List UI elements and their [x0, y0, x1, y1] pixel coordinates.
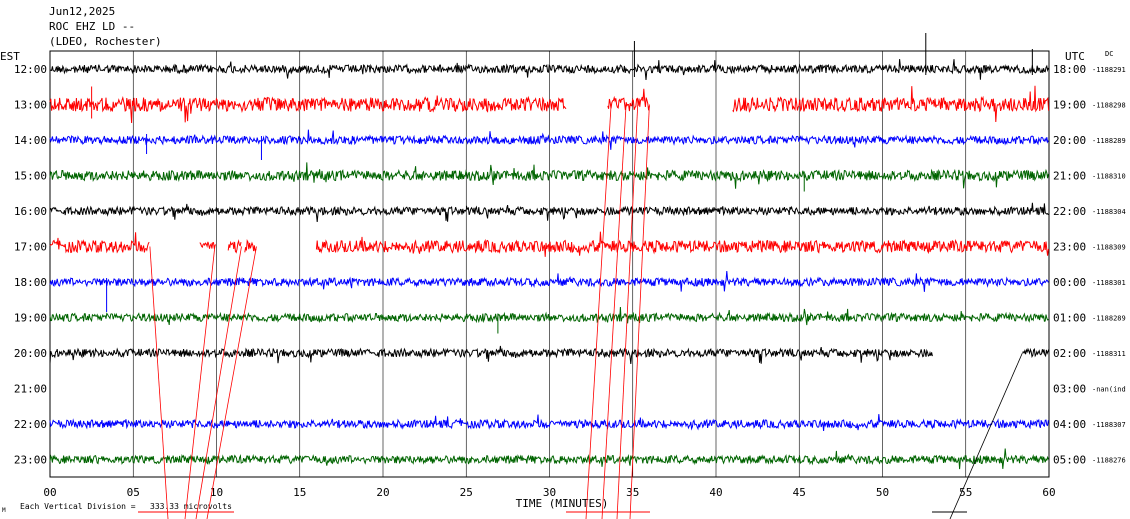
est-hour-label: 21:00 — [14, 383, 47, 396]
footer-marker: M — [2, 507, 6, 514]
x-tick-label: 55 — [959, 486, 972, 499]
est-hour-label: 23:00 — [14, 454, 47, 467]
x-tick-label: 10 — [210, 486, 223, 499]
gap-connector-line — [629, 104, 650, 519]
est-label: EST — [0, 50, 20, 63]
est-hour-label: 13:00 — [14, 99, 47, 112]
dc-offset-label: -1188298 — [1092, 102, 1126, 110]
trace-segment — [49, 270, 1049, 292]
trace-segment — [315, 231, 1049, 257]
x-tick-label: 05 — [127, 486, 140, 499]
trace-segment — [49, 306, 1049, 326]
gap-connector-line — [195, 246, 242, 519]
est-hour-label: 22:00 — [14, 418, 47, 431]
x-tick-label: 35 — [626, 486, 639, 499]
utc-hour-label: 23:00 — [1053, 241, 1086, 254]
gap-connector-line — [949, 352, 1023, 519]
trace-segment — [1022, 347, 1050, 359]
trace-segment — [49, 95, 567, 124]
trace-segment — [49, 129, 1049, 150]
trace-segment — [49, 448, 1049, 470]
trace-segment — [49, 202, 1049, 223]
trace-segment — [49, 232, 150, 254]
x-tick-label: 30 — [543, 486, 556, 499]
trace-segment — [607, 88, 650, 112]
dc-offset-label: -1188307 — [1092, 421, 1126, 429]
est-hour-label: 16:00 — [14, 205, 47, 218]
trace-segment — [732, 85, 1050, 123]
x-tick-label: 20 — [376, 486, 389, 499]
est-hour-label: 20:00 — [14, 347, 47, 360]
x-tick-label: 40 — [709, 486, 722, 499]
utc-label: UTC — [1065, 50, 1085, 63]
utc-hour-label: 18:00 — [1053, 63, 1086, 76]
dc-offset-label: -1188289 — [1092, 137, 1126, 145]
gap-connector-line — [585, 104, 612, 519]
header-station: ROC EHZ LD -- — [49, 20, 135, 33]
header-network: (LDEO, Rochester) — [49, 35, 162, 48]
header-date: Jun12,2025 — [49, 5, 115, 18]
trace-segment — [49, 162, 1049, 189]
dc-offset-label: -1188311 — [1092, 350, 1126, 358]
trace-segment — [227, 239, 242, 254]
gap-connector-line — [149, 246, 169, 519]
utc-hour-label: 21:00 — [1053, 170, 1086, 183]
est-hour-label: 12:00 — [14, 63, 47, 76]
gap-connector-line — [184, 246, 216, 519]
x-tick-label: 60 — [1042, 486, 1055, 499]
x-tick-label: 00 — [43, 486, 56, 499]
trace-segment — [49, 414, 1049, 431]
scale-prefix: Each Vertical Division = — [20, 502, 136, 511]
dc-offset-label: -nan(ind — [1092, 386, 1126, 394]
utc-hour-label: 20:00 — [1053, 134, 1086, 147]
x-tick-label: 25 — [460, 486, 473, 499]
event-spikes — [91, 33, 1033, 519]
trace-segment — [49, 59, 1049, 80]
scale-value: 333.33 microvolts — [150, 502, 232, 511]
axis-labels: 00 05 10 15 20 25 30 35 40 45 50 55 60 12:00 18:00 -118… — [14, 63, 1126, 499]
est-hour-label: 15:00 — [14, 170, 47, 183]
x-tick-label: 50 — [876, 486, 889, 499]
trace-segment — [49, 345, 933, 365]
dc-offset-label: -1188309 — [1092, 244, 1126, 252]
utc-hour-label: 04:00 — [1053, 418, 1086, 431]
utc-hour-label: 01:00 — [1053, 312, 1086, 325]
utc-hour-label: 00:00 — [1053, 276, 1086, 289]
trace-segment — [244, 239, 257, 253]
x-tick-label: 45 — [793, 486, 806, 499]
dc-offset-label: -1188304 — [1092, 208, 1126, 216]
dc-offset-label: -1188301 — [1092, 279, 1126, 287]
gap-connector-line — [616, 104, 639, 519]
x-axis-title: TIME (MINUTES) — [516, 497, 609, 510]
x-tick-label: 15 — [293, 486, 306, 499]
dc-offset-label: -1188289 — [1092, 315, 1126, 323]
dc-offset-label: -1188276 — [1092, 457, 1126, 465]
utc-hour-label: 22:00 — [1053, 205, 1086, 218]
gap-connector-line — [601, 104, 627, 519]
utc-hour-label: 19:00 — [1053, 99, 1086, 112]
est-hour-label: 14:00 — [14, 134, 47, 147]
est-hour-label: 19:00 — [14, 312, 47, 325]
est-hour-label: 17:00 — [14, 241, 47, 254]
utc-hour-label: 05:00 — [1053, 454, 1086, 467]
dc-label: DC — [1105, 50, 1113, 58]
gap-connector-line — [206, 246, 257, 519]
utc-hour-label: 02:00 — [1053, 347, 1086, 360]
trace-segment — [199, 241, 217, 249]
grid — [49, 50, 1050, 478]
dc-offset-label: -1188310 — [1092, 173, 1126, 181]
utc-hour-label: 03:00 — [1053, 383, 1086, 396]
dc-offset-label: -1188291 — [1092, 66, 1126, 74]
traces — [49, 59, 1050, 470]
est-hour-label: 18:00 — [14, 276, 47, 289]
